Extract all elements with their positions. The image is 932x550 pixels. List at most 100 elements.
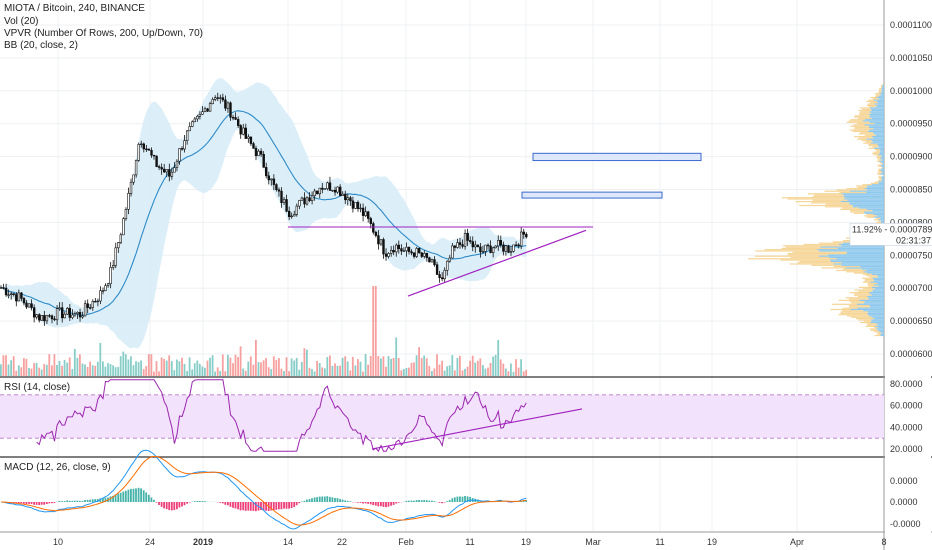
vpvr-row-up xyxy=(873,214,884,216)
macd-histogram-bar xyxy=(186,502,188,504)
badge-countdown: 02:31:37 xyxy=(896,235,931,245)
macd-histogram-bar xyxy=(127,489,130,502)
vpvr-row-up xyxy=(879,151,884,153)
volume-bar xyxy=(242,368,245,376)
macd-histogram-bar xyxy=(91,499,94,502)
vpvr-row-down xyxy=(840,311,868,313)
volume-bar xyxy=(408,367,410,376)
candle-body xyxy=(405,246,408,252)
volume-bar xyxy=(441,360,443,376)
vpvr-row-up xyxy=(863,310,884,312)
vpvr-row-up xyxy=(818,255,884,257)
vpvr-row-down xyxy=(878,165,882,168)
vpvr-row-down xyxy=(848,298,869,300)
vpvr-row-up xyxy=(864,124,884,126)
macd-histogram-bar xyxy=(318,496,321,502)
rsi-tick-label: 60.0000 xyxy=(890,401,923,411)
candle-body xyxy=(282,199,286,204)
vpvr-row-up xyxy=(866,191,884,194)
candle-body xyxy=(453,245,457,248)
volume-bar xyxy=(196,360,199,376)
candle-body xyxy=(300,197,304,201)
vpvr-row-up xyxy=(879,93,884,95)
vpvr-row-up xyxy=(878,146,884,148)
vpvr-row-up xyxy=(849,203,884,205)
vpvr-row-up xyxy=(869,121,884,123)
time-tick-label: Feb xyxy=(398,537,414,547)
volume-bar xyxy=(109,364,112,376)
volume-bar xyxy=(306,349,308,376)
candle-body xyxy=(356,202,360,210)
macd-histogram-bar xyxy=(438,502,441,503)
candle-body xyxy=(456,242,459,248)
vpvr-row-up xyxy=(869,305,884,307)
candle-body xyxy=(239,125,242,135)
vpvr-row-up xyxy=(878,182,884,184)
macd-histogram-bar xyxy=(377,502,380,507)
macd-histogram-bar xyxy=(155,502,158,503)
volume-bar xyxy=(359,361,362,376)
vpvr-row-up xyxy=(874,279,884,281)
volume-bar xyxy=(479,358,482,376)
volume-bar xyxy=(176,359,178,376)
rsi-tick-label: 20.0000 xyxy=(890,444,923,454)
vpvr-row-down xyxy=(787,198,844,200)
macd-histogram-bar xyxy=(395,502,398,504)
volume-bar xyxy=(425,358,428,376)
macd-histogram-bar xyxy=(382,502,385,507)
time-axis[interactable]: 10 24 2019 14 22 Feb 11 19 Mar 11 19 Apr 8 xyxy=(53,537,887,547)
vpvr-row-up xyxy=(867,312,884,314)
vpvr-row-down xyxy=(818,242,843,244)
volume-bar xyxy=(165,360,168,376)
macd-histogram-bar xyxy=(525,500,528,502)
vpvr-row-up xyxy=(859,207,884,209)
vpvr-row-down xyxy=(874,334,881,337)
vpvr-row-down xyxy=(849,292,870,294)
volume-bar xyxy=(2,355,5,376)
macd-histogram-bar xyxy=(76,500,79,502)
bb-band-fill xyxy=(1,78,527,349)
vpvr-row-down xyxy=(868,99,874,101)
vpvr-row-down xyxy=(863,281,871,283)
vpvr-row-up xyxy=(871,273,884,275)
vpvr-row-up xyxy=(841,264,884,266)
vpvr-row-down xyxy=(851,302,864,304)
vpvr-row-up xyxy=(879,152,884,155)
vpvr-row-up xyxy=(881,171,884,173)
candle-body xyxy=(221,97,225,101)
vpvr-row-up xyxy=(879,98,884,100)
vpvr-row-down xyxy=(846,121,870,123)
vpvr-row-up xyxy=(879,158,884,160)
rsi-title[interactable]: RSI (14, close) xyxy=(4,382,71,393)
candle-body xyxy=(106,283,110,286)
volume-bar xyxy=(502,363,505,376)
candle-body xyxy=(514,244,518,246)
vpvr-row-down xyxy=(877,333,881,335)
macd-histogram-bar xyxy=(415,500,418,502)
macd-histogram-bar xyxy=(418,500,420,502)
volume-bar xyxy=(482,365,484,376)
macd-title[interactable]: MACD (12, 26, close, 9) xyxy=(4,462,111,473)
volume-bar xyxy=(76,357,79,376)
macd-histogram-bar xyxy=(122,491,125,502)
vpvr-row-down xyxy=(811,264,842,266)
indicator-vpvr-label[interactable]: VPVR (Number Of Rows, 200, Up/Down, 70) xyxy=(4,28,203,39)
vpvr-row-up xyxy=(843,194,884,196)
candle-body xyxy=(175,160,179,168)
volume-bar xyxy=(285,357,288,376)
indicator-vol-label[interactable]: Vol (20) xyxy=(4,16,39,27)
drawings[interactable] xyxy=(288,152,702,297)
volume-bar xyxy=(232,363,234,376)
macd-histogram-bar xyxy=(459,496,461,502)
indicator-bb-label[interactable]: BB (20, close, 2) xyxy=(4,40,78,51)
volume-bar xyxy=(132,365,135,376)
vpvr-row-up xyxy=(833,263,884,265)
vpvr-row-down xyxy=(872,152,880,155)
vpvr-row-up xyxy=(864,188,884,190)
candle-body xyxy=(48,315,51,317)
macd-histogram-bar xyxy=(346,500,349,502)
vpvr-row-up xyxy=(871,136,884,138)
